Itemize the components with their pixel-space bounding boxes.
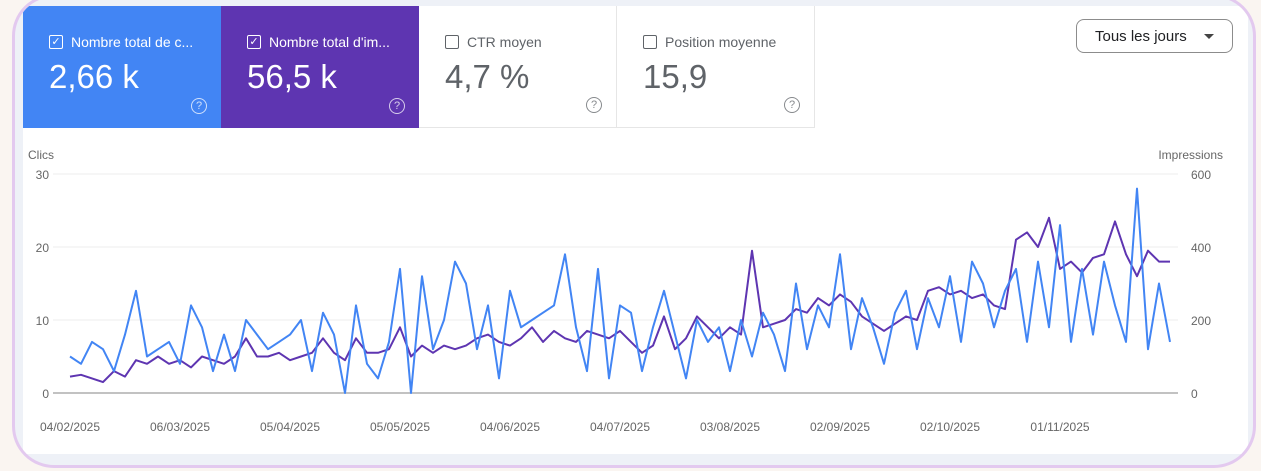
metric-label: CTR moyen bbox=[467, 34, 542, 50]
help-circle-icon[interactable]: ? bbox=[389, 98, 405, 114]
metric-value: 15,9 bbox=[643, 58, 708, 95]
y-tick-right: 600 bbox=[1191, 168, 1211, 182]
help-circle-icon[interactable]: ? bbox=[586, 97, 602, 113]
checkbox-icon[interactable] bbox=[445, 35, 459, 49]
y-tick-left: 10 bbox=[36, 314, 50, 328]
x-tick: 05/04/2025 bbox=[260, 420, 320, 434]
metric-impressions[interactable]: ✓ Nombre total d'im... 56,5 k ? bbox=[221, 6, 419, 128]
series-line-clics bbox=[69, 187, 1171, 394]
x-tick: 02/10/2025 bbox=[920, 420, 980, 434]
date-filter-dropdown[interactable]: Tous les jours bbox=[1076, 19, 1233, 53]
checkbox-checked-icon[interactable]: ✓ bbox=[49, 35, 63, 49]
metric-label: Nombre total d'im... bbox=[269, 34, 390, 50]
frame: ✓ Nombre total de c... 2,66 k ? ✓ Nombre t… bbox=[12, 0, 1256, 468]
x-tick: 06/03/2025 bbox=[150, 420, 210, 434]
y-axis-title-right: Impressions bbox=[1158, 148, 1223, 162]
y-tick-right: 400 bbox=[1191, 241, 1211, 255]
performance-card: ✓ Nombre total de c... 2,66 k ? ✓ Nombre t… bbox=[23, 6, 1248, 454]
metric-value: 56,5 k bbox=[247, 58, 337, 95]
x-tick: 04/07/2025 bbox=[590, 420, 650, 434]
metric-label: Nombre total de c... bbox=[71, 34, 194, 50]
metric-position[interactable]: Position moyenne 15,9 ? bbox=[617, 6, 815, 128]
x-tick: 04/02/2025 bbox=[40, 420, 100, 434]
metric-ctr[interactable]: CTR moyen 4,7 % ? bbox=[419, 6, 617, 128]
date-filter-label: Tous les jours bbox=[1095, 27, 1187, 45]
metric-value: 2,66 k bbox=[49, 58, 139, 95]
caret-down-icon bbox=[1204, 34, 1214, 39]
x-tick: 02/09/2025 bbox=[810, 420, 870, 434]
series-line-impressions bbox=[69, 216, 1170, 384]
checkbox-icon[interactable] bbox=[643, 35, 657, 49]
x-tick: 03/08/2025 bbox=[700, 420, 760, 434]
x-tick: 04/06/2025 bbox=[480, 420, 540, 434]
metric-clicks[interactable]: ✓ Nombre total de c... 2,66 k ? bbox=[23, 6, 221, 128]
y-tick-right: 0 bbox=[1191, 387, 1198, 401]
x-tick: 05/05/2025 bbox=[370, 420, 430, 434]
help-circle-icon[interactable]: ? bbox=[784, 97, 800, 113]
y-tick-left: 20 bbox=[36, 241, 50, 255]
y-tick-right: 200 bbox=[1191, 314, 1211, 328]
checkbox-checked-icon[interactable]: ✓ bbox=[247, 35, 261, 49]
y-tick-left: 0 bbox=[42, 387, 49, 401]
y-axis-title-left: Clics bbox=[28, 148, 54, 162]
metric-value: 4,7 % bbox=[445, 58, 530, 95]
x-tick: 01/11/2025 bbox=[1030, 420, 1089, 434]
y-tick-left: 30 bbox=[36, 168, 50, 182]
metric-label: Position moyenne bbox=[665, 34, 777, 50]
performance-chart: Clics Impressions 0 0 10 200 20 400 30 600 04/02/2… bbox=[28, 148, 1223, 434]
help-circle-icon[interactable]: ? bbox=[191, 98, 207, 114]
